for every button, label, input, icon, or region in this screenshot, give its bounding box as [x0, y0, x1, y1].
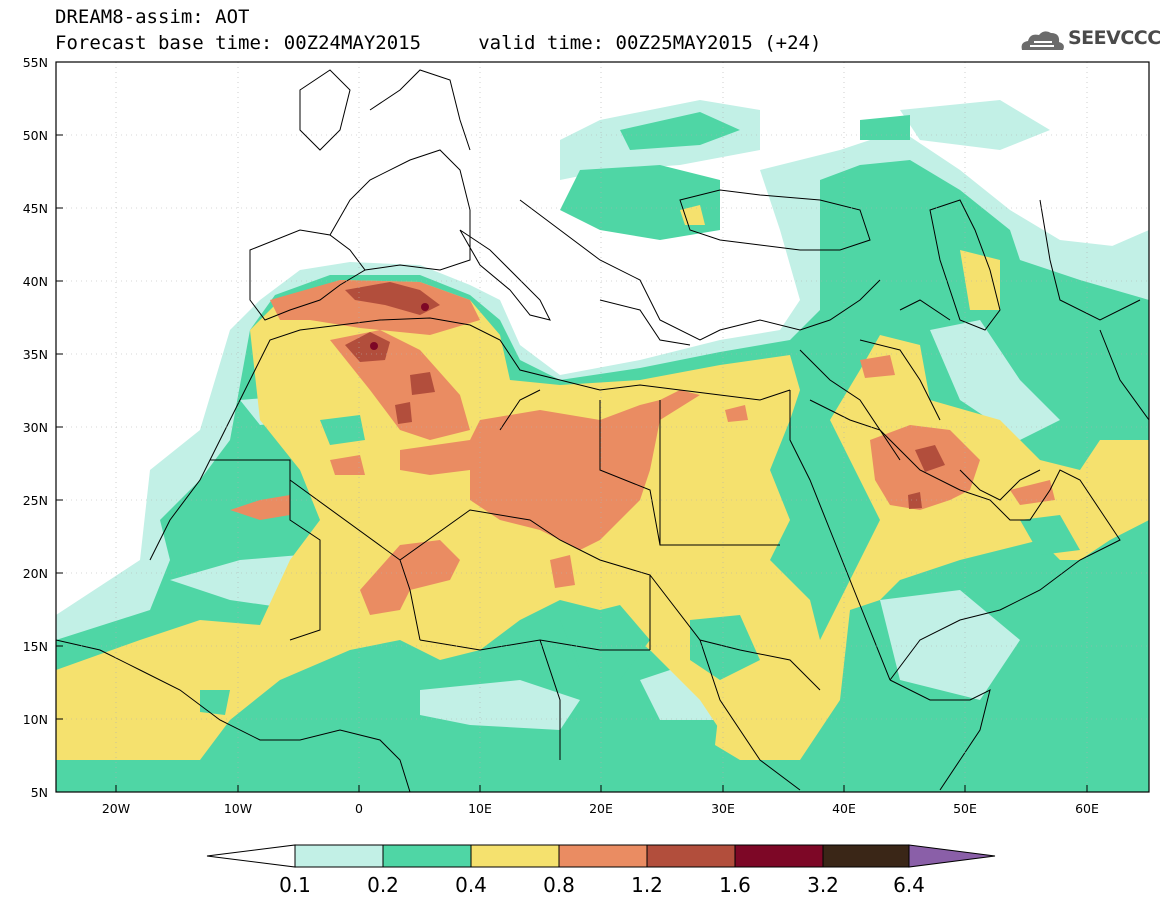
logo-text: SEEVCCC — [1068, 27, 1161, 49]
lon-tick-label: 30E — [711, 801, 735, 816]
colorbar-swatch — [558, 844, 648, 868]
lon-tick-label: 10E — [468, 801, 492, 816]
lon-tick-label: 10W — [224, 801, 252, 816]
lon-tick-label: 40E — [832, 801, 856, 816]
lat-tick-label: 10N — [23, 712, 48, 727]
lat-tick-label: 35N — [23, 347, 48, 362]
lon-axis: 20W 10W 0 10E 20E 30E 40E 50E 60E — [102, 801, 1099, 816]
colorbar-swatch — [734, 844, 824, 868]
lon-tick-label: 20E — [589, 801, 613, 816]
lat-tick-label: 45N — [23, 201, 48, 216]
lat-tick-label: 50N — [23, 128, 48, 143]
forecast-time-line: Forecast base time: 00Z24MAY2015 valid t… — [55, 32, 822, 54]
lon-tick-label: 60E — [1075, 801, 1099, 816]
lat-tick-label: 5N — [31, 785, 48, 800]
colorbar-label: 3.2 — [807, 873, 839, 897]
colorbar-label: 6.4 — [893, 873, 925, 897]
lat-tick-label: 30N — [23, 420, 48, 435]
colorbar-swatch — [646, 844, 736, 868]
lat-tick-label: 55N — [23, 55, 48, 70]
lat-tick-label: 15N — [23, 639, 48, 654]
coastlines-borders — [56, 69, 1149, 792]
aot-field — [56, 62, 1149, 792]
colorbar-low-arrow — [206, 844, 296, 868]
colorbar-label: 0.8 — [543, 873, 575, 897]
lon-tick-label: 20W — [102, 801, 130, 816]
lon-tick-label: 0 — [355, 801, 363, 816]
lat-tick-label: 25N — [23, 493, 48, 508]
colorbar-label: 0.1 — [279, 873, 311, 897]
colorbar-label: 0.2 — [367, 873, 399, 897]
cloud-logo-icon — [1021, 31, 1064, 50]
colorbar-swatch — [382, 844, 472, 868]
colorbar-label: 1.6 — [719, 873, 751, 897]
tick-marks — [56, 61, 1088, 792]
colorbar-label: 0.4 — [455, 873, 487, 897]
colorbar-swatch — [470, 844, 560, 868]
map-title: DREAM8-assim: AOT — [55, 6, 250, 28]
aot-contour-1.2 — [345, 282, 945, 509]
lon-tick-label: 50E — [953, 801, 977, 816]
lat-axis: 55N 50N 45N 40N 35N 30N 25N 20N 15N 10N … — [23, 55, 48, 800]
colorbar-label: 1.2 — [631, 873, 663, 897]
aot-contour-1.6 — [370, 303, 429, 350]
colorbar-high-arrow — [908, 844, 996, 868]
lat-tick-label: 20N — [23, 566, 48, 581]
colorbar: 0.1 0.2 0.4 0.8 1.2 1.6 3.2 6.4 — [206, 844, 996, 897]
graticule — [56, 62, 1149, 792]
colorbar-swatch — [822, 844, 910, 868]
lat-tick-label: 40N — [23, 274, 48, 289]
colorbar-swatch — [294, 844, 384, 868]
